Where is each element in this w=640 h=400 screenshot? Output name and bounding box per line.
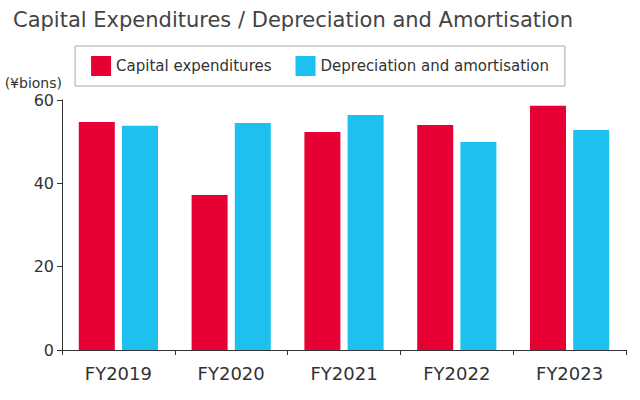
svg-text:60: 60 <box>34 91 54 110</box>
svg-text:Capital expenditures: Capital expenditures <box>116 57 272 75</box>
svg-text:40: 40 <box>34 174 54 193</box>
svg-text:(¥bions): (¥bions) <box>5 75 62 91</box>
svg-text:FY2023: FY2023 <box>536 363 603 384</box>
svg-text:FY2019: FY2019 <box>85 363 152 384</box>
svg-text:20: 20 <box>34 257 54 276</box>
svg-text:FY2020: FY2020 <box>198 363 265 384</box>
svg-text:FY2022: FY2022 <box>423 363 490 384</box>
svg-text:FY2021: FY2021 <box>310 363 377 384</box>
svg-text:Depreciation and amortisation: Depreciation and amortisation <box>321 57 549 75</box>
svg-text:0: 0 <box>44 341 54 360</box>
svg-text:Capital Expenditures / Depreci: Capital Expenditures / Depreciation and … <box>13 8 573 32</box>
